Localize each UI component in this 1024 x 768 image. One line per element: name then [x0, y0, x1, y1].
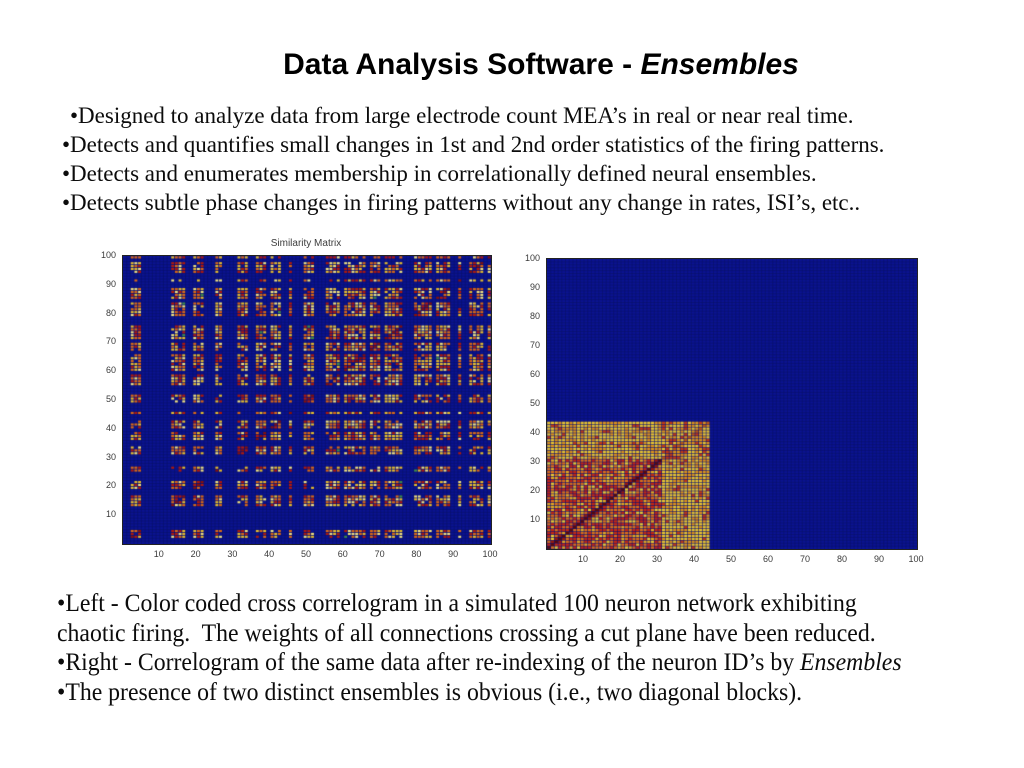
- bullet-line: chaotic firing. The weights of all conne…: [57, 619, 1017, 649]
- x-tick-label: 80: [411, 549, 422, 559]
- x-tick-label: 40: [688, 554, 699, 564]
- x-tick-label: 50: [725, 554, 736, 564]
- y-tick-label: 20: [105, 480, 116, 491]
- y-tick-label: 40: [529, 427, 540, 437]
- bullet-line: •The presence of two distinct ensembles …: [57, 678, 1017, 708]
- y-tick-label: 20: [529, 485, 540, 495]
- bullet-line: •Detects subtle phase changes in firing …: [62, 190, 861, 215]
- y-tick-label: 90: [529, 282, 540, 292]
- bullet-line: •Right - Correlogram of the same data af…: [57, 648, 1017, 678]
- slide-title-text: Data Analysis Software -: [283, 48, 641, 82]
- y-tick-label: 100: [100, 250, 116, 260]
- y-tick-label: 60: [105, 365, 116, 376]
- text-segment: chaotic firing. The weights of all conne…: [57, 619, 876, 647]
- slide-title-emphasis: Ensembles: [640, 48, 799, 82]
- text-segment: •Right - Correlogram of the same data af…: [57, 649, 801, 676]
- x-tick-label: 50: [300, 549, 311, 559]
- y-tick-label: 10: [105, 509, 116, 520]
- text-segment: •Left - Color coded cross correlogram in…: [57, 590, 857, 617]
- bullet-line: •Detects and enumerates membership in co…: [62, 161, 817, 186]
- left-chart-canvas: [123, 256, 491, 544]
- x-tick-label: 20: [614, 554, 625, 564]
- slide-title: Data Analysis Software - Ensembles: [0, 48, 1024, 82]
- y-tick-label: 80: [105, 307, 116, 318]
- left-chart: [122, 255, 492, 545]
- y-tick-label: 30: [105, 451, 116, 462]
- x-tick-label: 40: [264, 549, 275, 559]
- y-tick-label: 70: [105, 336, 116, 347]
- x-tick-label: 30: [227, 549, 238, 559]
- x-tick-label: 70: [374, 549, 385, 559]
- x-tick-label: 20: [190, 549, 201, 559]
- emphasis-text: Ensembles: [800, 649, 902, 676]
- y-tick-label: 80: [529, 311, 540, 321]
- x-tick-label: 30: [651, 554, 662, 564]
- right-chart-canvas: [547, 259, 917, 549]
- y-tick-label: 50: [529, 398, 540, 408]
- y-tick-label: 60: [529, 369, 540, 379]
- top-bullets: •Designed to analyze data from large ele…: [62, 101, 1012, 217]
- y-tick-label: 30: [529, 456, 540, 466]
- x-tick-label: 80: [836, 554, 847, 564]
- left-chart-title: Similarity Matrix: [270, 238, 342, 249]
- bullet-line: •Detects and quantifies small changes in…: [62, 132, 885, 157]
- x-tick-label: 10: [153, 549, 164, 559]
- x-tick-label: 60: [762, 554, 773, 564]
- bullet-line: •Designed to analyze data from large ele…: [70, 103, 854, 128]
- right-chart: [546, 258, 918, 550]
- bottom-bullets: •Left - Color coded cross correlogram in…: [57, 589, 1017, 707]
- bullet-line: •Left - Color coded cross correlogram in…: [57, 589, 1017, 619]
- x-tick-label: 100: [908, 554, 924, 564]
- y-tick-label: 100: [524, 253, 540, 263]
- y-tick-label: 40: [105, 422, 116, 433]
- text-segment: •The presence of two distinct ensembles …: [57, 678, 803, 706]
- x-tick-label: 100: [482, 549, 498, 559]
- y-tick-label: 90: [105, 278, 116, 289]
- x-tick-label: 70: [799, 554, 810, 564]
- x-tick-label: 60: [337, 549, 348, 559]
- x-tick-label: 10: [577, 554, 588, 564]
- y-tick-label: 10: [529, 514, 540, 524]
- x-tick-label: 90: [448, 549, 459, 559]
- y-tick-label: 50: [105, 394, 116, 404]
- x-tick-label: 90: [873, 554, 884, 564]
- y-tick-label: 70: [529, 340, 540, 350]
